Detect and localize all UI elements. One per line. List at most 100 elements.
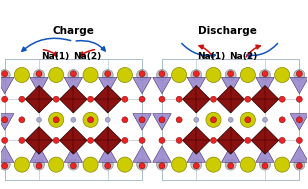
Circle shape [262,71,268,77]
Text: Na(1): Na(1) [198,52,226,61]
Circle shape [296,137,302,143]
Circle shape [19,137,25,143]
Circle shape [245,137,251,143]
Circle shape [19,117,25,123]
Polygon shape [30,77,48,94]
Polygon shape [221,146,240,162]
Circle shape [122,117,128,123]
Circle shape [34,159,45,170]
Circle shape [228,163,234,169]
Circle shape [19,96,25,102]
Circle shape [34,70,45,81]
Circle shape [70,163,76,169]
Circle shape [105,71,111,77]
Circle shape [206,67,221,83]
Circle shape [117,67,132,83]
Circle shape [294,70,305,81]
Circle shape [122,96,128,102]
Circle shape [2,71,8,77]
Circle shape [37,117,42,122]
Circle shape [156,70,168,81]
Circle shape [0,70,10,81]
Circle shape [68,70,79,81]
Polygon shape [0,146,14,162]
Polygon shape [290,77,308,94]
Circle shape [240,157,255,172]
Circle shape [159,163,165,169]
Circle shape [210,96,217,102]
Polygon shape [30,146,48,162]
Circle shape [139,71,145,77]
Polygon shape [290,114,308,130]
Polygon shape [99,146,117,162]
Circle shape [2,163,8,169]
Circle shape [159,71,165,77]
Circle shape [83,112,98,127]
Circle shape [139,163,145,169]
Circle shape [296,163,302,169]
Circle shape [240,67,255,83]
Polygon shape [290,146,308,162]
Circle shape [296,96,302,102]
Circle shape [262,117,267,122]
Circle shape [14,157,29,172]
Polygon shape [256,146,274,162]
Circle shape [275,67,290,83]
Polygon shape [0,77,14,94]
Circle shape [240,112,255,127]
Circle shape [156,159,168,170]
Polygon shape [94,127,121,154]
Polygon shape [221,77,240,94]
Circle shape [210,137,217,143]
Polygon shape [64,146,83,162]
Circle shape [136,70,148,81]
Polygon shape [60,127,87,154]
Circle shape [49,157,64,172]
Circle shape [228,71,234,77]
Polygon shape [94,86,121,113]
Circle shape [193,163,199,169]
Polygon shape [153,77,171,94]
Polygon shape [187,146,205,162]
Circle shape [36,163,42,169]
Text: Na(1): Na(1) [41,52,70,61]
Circle shape [53,96,59,102]
Circle shape [87,137,94,143]
Circle shape [159,137,165,143]
Circle shape [53,137,59,143]
Circle shape [176,117,182,123]
Circle shape [225,70,236,81]
Circle shape [262,163,268,169]
Circle shape [2,96,8,102]
Polygon shape [183,127,210,154]
Circle shape [296,117,302,123]
Circle shape [2,137,8,143]
Circle shape [83,67,98,83]
Circle shape [193,71,199,77]
Circle shape [172,157,187,172]
Polygon shape [251,127,279,154]
Circle shape [206,112,221,127]
Polygon shape [183,86,210,113]
Circle shape [117,157,132,172]
Circle shape [139,137,145,143]
Circle shape [102,70,113,81]
Polygon shape [256,77,274,94]
Circle shape [0,159,10,170]
Polygon shape [251,86,279,113]
Polygon shape [153,114,171,130]
Circle shape [228,117,233,122]
Circle shape [122,137,128,143]
Circle shape [159,117,165,123]
Circle shape [2,117,8,123]
Circle shape [87,96,94,102]
Polygon shape [99,77,117,94]
Circle shape [70,71,76,77]
Circle shape [105,163,111,169]
Circle shape [36,71,42,77]
Circle shape [139,117,145,123]
Circle shape [206,157,221,172]
Circle shape [210,117,217,123]
Polygon shape [153,146,171,162]
Polygon shape [60,86,87,113]
